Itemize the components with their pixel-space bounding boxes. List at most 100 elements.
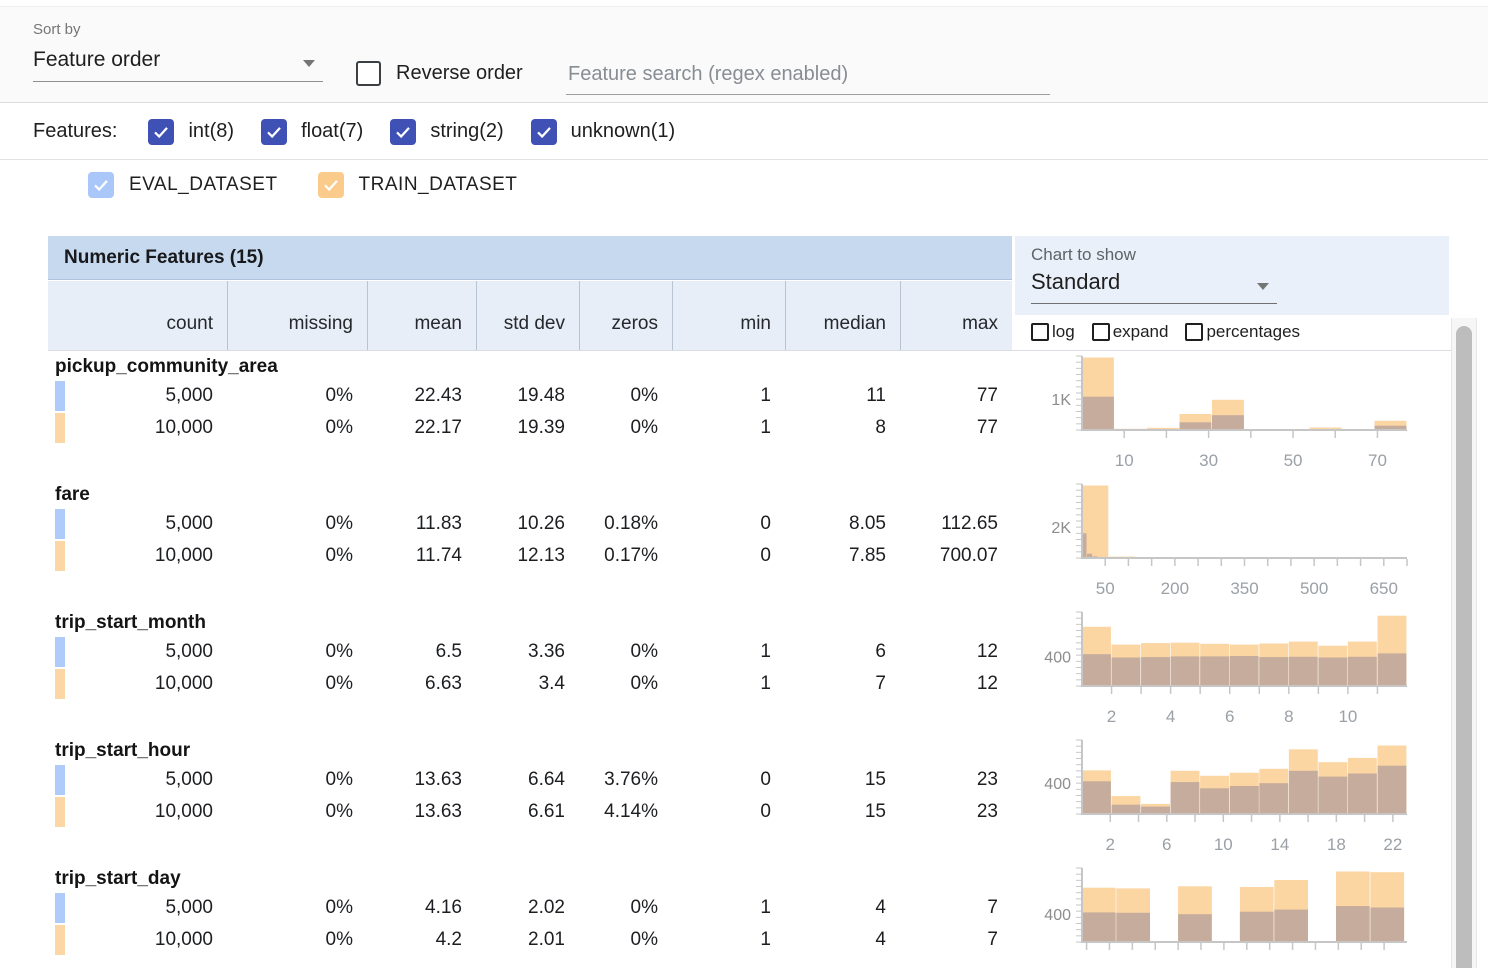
svg-text:14: 14: [1270, 835, 1289, 854]
feature-name: fare: [55, 484, 90, 505]
stat-cell: 3.76%: [579, 764, 672, 796]
feature-block: pickup_community_area 5,000 0% 22.43 19.48 0%…: [48, 350, 1012, 478]
dataset-row-eval: 5,000 0% 11.83 10.26 0.18% 0 8.05 112.65: [48, 508, 1012, 540]
stat-cell: 7: [900, 924, 1012, 956]
stat-cell: 19.48: [476, 380, 579, 412]
reverse-order-checkbox[interactable]: [356, 61, 381, 86]
stat-cell: 7.85: [785, 540, 900, 572]
stat-cell: 0%: [227, 508, 367, 540]
feature-name: pickup_community_area: [55, 356, 278, 377]
stat-cell: 10,000: [48, 540, 227, 572]
dataset-row-eval: 5,000 0% 6.5 3.36 0% 1 6 12: [48, 636, 1012, 668]
column-header-max: max: [900, 281, 1012, 350]
train-dataset-checkbox[interactable]: [317, 172, 344, 198]
stat-cell: 0%: [227, 540, 367, 572]
feature-type-checkbox-string[interactable]: [390, 118, 417, 145]
feature-type-checkbox-unknown[interactable]: [530, 118, 557, 145]
stat-cell: 3.36: [476, 636, 579, 668]
chart-type-select[interactable]: Standard: [1031, 265, 1277, 304]
feature-histogram-trip_start_hour: 400 2 6 10 14 18 22: [1037, 734, 1452, 862]
stat-value: 23: [976, 769, 998, 790]
stat-cell: 0%: [579, 380, 672, 412]
stat-cell: 1: [672, 380, 785, 412]
svg-text:4: 4: [1166, 707, 1175, 726]
expand-checkbox[interactable]: [1091, 323, 1110, 341]
chart-option-row: log expand percentages: [1031, 322, 1300, 342]
stat-value: 0%: [325, 545, 353, 566]
dataset-swatch: [55, 541, 65, 571]
svg-text:6: 6: [1225, 707, 1234, 726]
log-label: log: [1052, 322, 1075, 341]
stat-cell: 22.43: [367, 380, 476, 412]
vertical-scrollbar[interactable]: [1451, 318, 1477, 968]
stat-cell: 23: [900, 764, 1012, 796]
chart-to-show-label: Chart to show: [1031, 245, 1136, 264]
feature-histogram-fare: 2K 50 200 350 500 650: [1037, 478, 1452, 606]
stat-value: 12: [976, 673, 998, 694]
stat-cell: 3.4: [476, 668, 579, 700]
stat-value: 700.07: [939, 545, 998, 566]
stat-value: 1: [760, 417, 771, 438]
feature-block: trip_start_day 5,000 0% 4.16 2.02 0% 1 4 7 10,000…: [48, 862, 1012, 968]
histogram-svg: 400 2 4 6 8 10: [1044, 611, 1407, 726]
stat-cell: 8.05: [785, 508, 900, 540]
stat-value: 0%: [325, 641, 353, 662]
sort-by-select[interactable]: Feature order: [33, 38, 323, 82]
eval-dataset-checkbox[interactable]: [88, 172, 114, 198]
percentages-checkbox[interactable]: [1185, 323, 1204, 341]
svg-text:10: 10: [1338, 707, 1357, 726]
stat-value: 0%: [325, 513, 353, 534]
stat-value: 3.76%: [604, 769, 658, 790]
dataset-swatch: [55, 925, 65, 955]
stat-cell: 0: [672, 796, 785, 828]
scrollbar-thumb[interactable]: [1456, 326, 1472, 968]
sort-by-group: Sort by Feature order: [33, 21, 323, 82]
column-header-missing: missing: [227, 281, 367, 350]
stat-value: 5,000: [165, 513, 213, 534]
stat-cell: 12: [900, 668, 1012, 700]
column-header-row: count missing mean std dev zeros min med…: [48, 281, 1012, 350]
stat-value: 22.17: [414, 417, 462, 438]
features-filter-label: Features:: [33, 120, 118, 142]
feature-type-checkbox-int[interactable]: [148, 118, 175, 145]
stat-value: 0%: [630, 417, 658, 438]
stat-cell: 12: [900, 636, 1012, 668]
feature-search-input[interactable]: [566, 59, 1050, 95]
stat-cell: 0.18%: [579, 508, 672, 540]
dataset-row-train: 10,000 0% 13.63 6.61 4.14% 0 15 23: [48, 796, 1012, 828]
feature-type-checkbox-float[interactable]: [261, 118, 288, 145]
column-header-min: min: [672, 281, 785, 350]
stat-value: 4: [875, 929, 886, 950]
stat-cell: 0%: [227, 412, 367, 444]
stat-value: 15: [864, 801, 886, 822]
stat-cell: 8: [785, 412, 900, 444]
stat-value: 12.13: [517, 545, 565, 566]
stat-value: 5,000: [165, 897, 213, 918]
stat-value: 4: [875, 897, 886, 918]
stat-cell: 7: [900, 892, 1012, 924]
log-checkbox[interactable]: [1031, 323, 1049, 341]
column-header-median: median: [785, 281, 900, 350]
svg-text:50: 50: [1284, 451, 1303, 470]
feature-type-filter-bar: Features: int(8) float(7) string(2) unkn…: [0, 104, 1488, 160]
stat-value: 8.05: [849, 513, 886, 534]
stat-value: 0%: [325, 385, 353, 406]
dataset-row-train: 10,000 0% 6.63 3.4 0% 1 7 12: [48, 668, 1012, 700]
legend-item-train: TRAIN_DATASET: [317, 172, 518, 198]
stat-cell: 15: [785, 796, 900, 828]
header-divider: [48, 350, 1452, 351]
stat-cell: 0%: [579, 892, 672, 924]
stat-value: 77: [976, 385, 998, 406]
stat-value: 112.65: [941, 513, 998, 534]
stat-cell: 1: [672, 892, 785, 924]
stat-value: 6.5: [435, 641, 462, 662]
stat-cell: 4.14%: [579, 796, 672, 828]
svg-text:70: 70: [1368, 451, 1387, 470]
dataset-swatch: [55, 765, 65, 795]
stat-value: 0%: [325, 897, 353, 918]
check-icon: [536, 126, 551, 138]
feature-block: trip_start_hour 5,000 0% 13.63 6.64 3.76% 0 15 2…: [48, 734, 1012, 862]
svg-text:400: 400: [1044, 907, 1071, 924]
dataset-row-train: 10,000 0% 11.74 12.13 0.17% 0 7.85 700.07: [48, 540, 1012, 572]
svg-text:22: 22: [1383, 835, 1402, 854]
